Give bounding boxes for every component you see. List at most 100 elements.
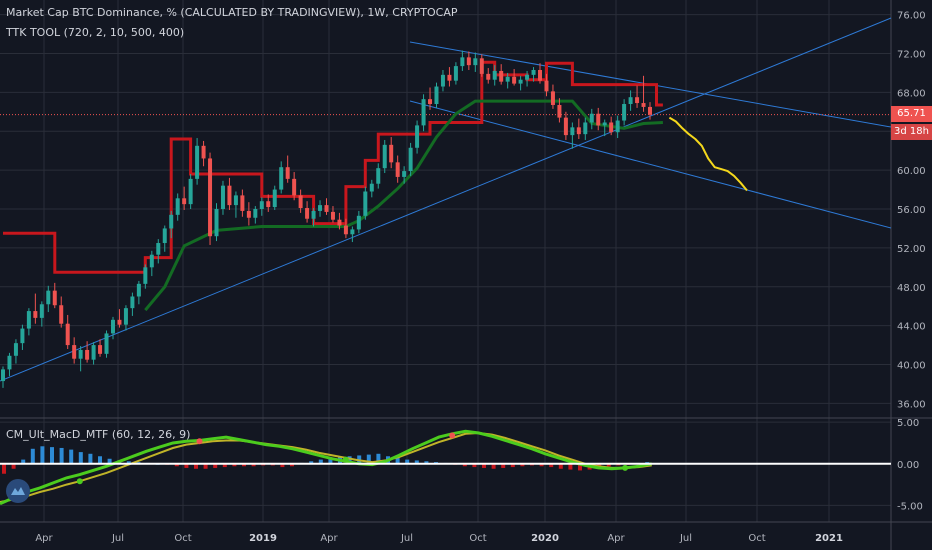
candle-body	[563, 117, 568, 136]
candle-body	[434, 86, 439, 105]
time-axis-label: Oct	[469, 533, 486, 544]
macd-hist-bar	[462, 463, 467, 467]
candle-body	[376, 168, 381, 184]
candle-body	[609, 122, 614, 133]
macd-hist-bar	[539, 463, 544, 467]
macd-hist-bar	[194, 463, 198, 469]
time-axis-label: Oct	[174, 533, 191, 544]
macd-cross-dot	[342, 456, 349, 463]
candle-body	[292, 178, 297, 196]
macd-hist-bar	[347, 456, 352, 464]
macd-hist-bar	[21, 459, 26, 464]
candle-body	[622, 104, 627, 121]
candle-body	[648, 106, 652, 115]
macd-cross-dot	[196, 438, 203, 445]
candle-body	[98, 345, 103, 354]
candle-body	[550, 91, 555, 105]
candle-body	[363, 191, 368, 216]
macd-hist-bar	[98, 456, 102, 464]
macd-cross-dot	[76, 478, 83, 485]
macd-hist-bar	[568, 463, 573, 470]
macd-hist-bar	[501, 463, 506, 468]
time-axis-label: 2021	[815, 533, 843, 544]
candle-body	[486, 73, 491, 80]
candle-body	[589, 113, 594, 123]
candle-body	[343, 225, 348, 235]
indicator-ttk-label[interactable]: TTK TOOL (720, 2, 10, 500, 400)	[6, 26, 185, 39]
macd-hist-bar	[280, 463, 285, 468]
candle-body	[311, 210, 316, 219]
candle-body	[149, 254, 154, 268]
candle-body	[570, 127, 575, 136]
price-axis-label: 76.00	[897, 11, 926, 22]
candle-body	[615, 120, 620, 133]
price-axis-label: 44.00	[897, 322, 926, 333]
price-axis-label: 60.00	[897, 166, 926, 177]
candle-body	[136, 283, 141, 297]
candle-body	[259, 201, 264, 209]
candle-body	[382, 144, 387, 169]
candle-body	[20, 328, 25, 344]
macd-hist-bar	[414, 460, 419, 464]
candle-body	[330, 211, 335, 220]
candle-body	[453, 66, 458, 81]
macd-hist-bar	[213, 463, 218, 468]
candle-body	[298, 195, 303, 209]
logo-glyph-icon	[7, 480, 29, 502]
candle-body	[233, 195, 238, 206]
macd-hist-bar	[405, 459, 410, 464]
indicator-macd-label[interactable]: CM_Ult_MacD_MTF (60, 12, 26, 9)	[6, 428, 191, 441]
price-axis-label: 56.00	[897, 205, 926, 216]
macd-hist-bar	[395, 457, 400, 464]
candle-body	[305, 208, 310, 219]
macd-hist-bar	[309, 461, 314, 464]
candle-body	[104, 333, 109, 354]
candle-body	[421, 99, 426, 126]
candle-body	[220, 185, 225, 209]
candle-body	[499, 70, 504, 82]
candle-body	[460, 57, 465, 67]
macd-hist-bar	[376, 453, 381, 464]
candle-body	[525, 74, 530, 80]
macd-hist-bar	[549, 463, 554, 468]
macd-hist-bar	[174, 463, 179, 467]
time-axis-label: Apr	[320, 533, 338, 544]
candle-body	[208, 158, 213, 237]
chart-title: Market Cap BTC Dominance, % (CALCULATED …	[6, 6, 458, 19]
candle-body	[337, 219, 342, 226]
macd-hist-bar	[222, 463, 227, 468]
candle-body	[583, 122, 588, 135]
candle-body	[402, 171, 407, 177]
candle-body	[447, 74, 452, 81]
candle-body	[52, 290, 57, 306]
candle-body	[395, 162, 400, 177]
macd-hist-bar	[482, 463, 486, 468]
candle-body	[214, 209, 219, 237]
candle-body	[318, 205, 323, 211]
candle-body	[369, 183, 374, 192]
candle-body	[110, 319, 115, 334]
candle-body	[246, 210, 251, 218]
candle-body	[59, 305, 64, 324]
macd-hist-bar	[578, 463, 582, 471]
macd-line	[0, 429, 652, 506]
candle-body	[531, 69, 536, 75]
macd-hist-bar	[520, 463, 525, 467]
tradingview-logo-icon[interactable]	[6, 479, 30, 503]
candle-body	[505, 76, 510, 82]
candle-body	[253, 209, 258, 218]
candle-body	[169, 214, 174, 229]
candle-body	[117, 319, 122, 325]
candle-body	[512, 76, 517, 84]
macd-hist-bar	[510, 463, 515, 468]
price-axis-label: 72.00	[897, 49, 926, 60]
candle-body	[428, 99, 433, 105]
ttk-red-line	[3, 60, 663, 274]
projection-path	[668, 116, 748, 192]
candle-body	[162, 228, 167, 244]
price-axis-label: 52.00	[897, 244, 926, 255]
candle-body	[518, 79, 523, 84]
time-axis-label: Apr	[607, 533, 625, 544]
macd-axis-label: -5.00	[897, 501, 923, 512]
